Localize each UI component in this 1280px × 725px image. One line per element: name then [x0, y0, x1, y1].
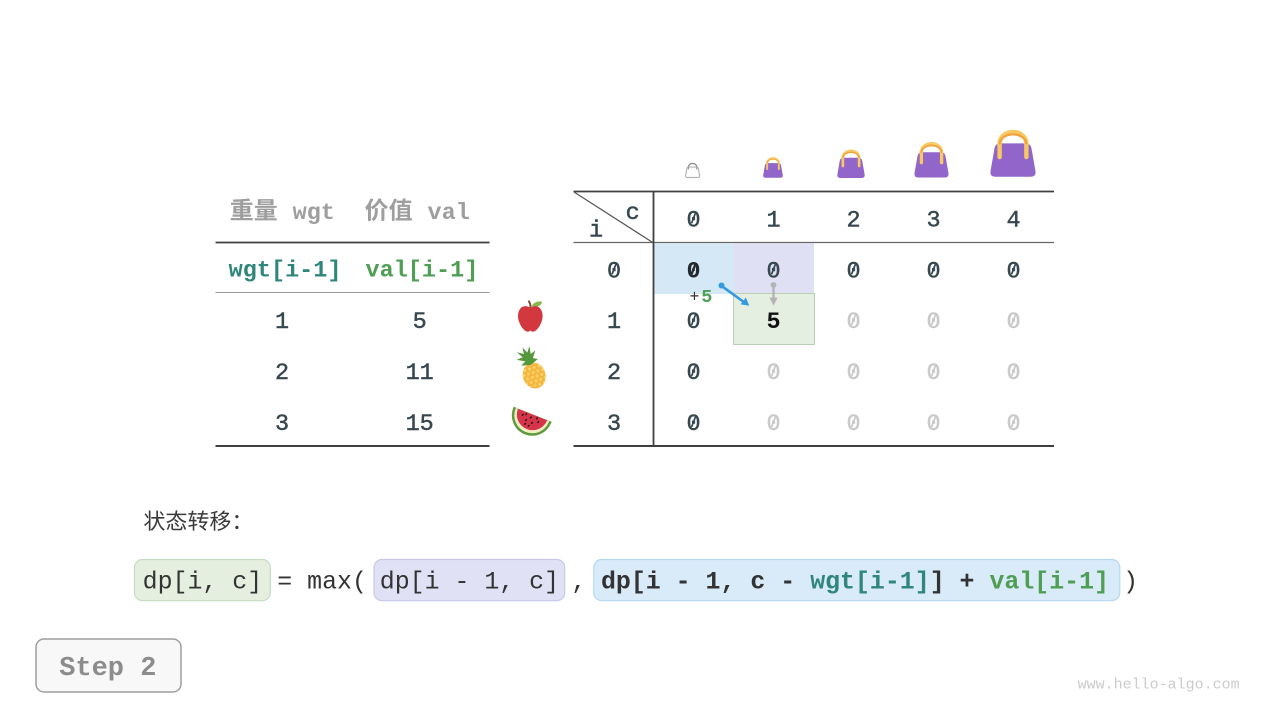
svg-text:val: val — [428, 200, 470, 227]
svg-text:c: c — [626, 200, 640, 227]
svg-text:val[i-1]: val[i-1] — [365, 258, 478, 285]
svg-text:2: 2 — [846, 207, 860, 234]
svg-text:,: , — [571, 568, 586, 596]
svg-text:2: 2 — [275, 360, 289, 387]
svg-text:dp[i - 1, c -: dp[i - 1, c - — [601, 568, 795, 596]
svg-text:3: 3 — [275, 411, 289, 438]
svg-text:0: 0 — [926, 360, 940, 387]
svg-text:0: 0 — [1006, 309, 1020, 336]
svg-text:2: 2 — [607, 360, 621, 387]
svg-text:1: 1 — [766, 207, 780, 234]
svg-text:5: 5 — [413, 309, 427, 336]
svg-text:3: 3 — [607, 411, 621, 438]
svg-text:5: 5 — [701, 287, 712, 308]
svg-text:+: + — [690, 288, 700, 307]
svg-text:0: 0 — [766, 411, 780, 438]
svg-text:wgt[i-1]: wgt[i-1] — [229, 258, 342, 285]
svg-text:4: 4 — [1006, 207, 1020, 234]
svg-text:0: 0 — [686, 309, 700, 336]
svg-text:1: 1 — [275, 309, 289, 336]
svg-text:0: 0 — [686, 207, 700, 234]
svg-text:wgt: wgt — [293, 200, 335, 227]
svg-text:0: 0 — [686, 411, 700, 438]
svg-text:0: 0 — [926, 258, 940, 285]
svg-text:3: 3 — [926, 207, 940, 234]
svg-text:dp[i, c]: dp[i, c] — [143, 568, 263, 596]
svg-text:www.hello-algo.com: www.hello-algo.com — [1078, 677, 1240, 694]
svg-text:0: 0 — [846, 411, 860, 438]
svg-text:0: 0 — [607, 258, 621, 285]
svg-text:0: 0 — [926, 309, 940, 336]
svg-text:1: 1 — [607, 309, 621, 336]
svg-text:0: 0 — [926, 411, 940, 438]
svg-text:= max(: = max( — [277, 568, 367, 596]
svg-text:11: 11 — [406, 360, 434, 387]
svg-text:wgt[i-1]: wgt[i-1] — [810, 568, 930, 596]
svg-text:): ) — [1123, 568, 1138, 596]
svg-text:0: 0 — [846, 360, 860, 387]
svg-text:0: 0 — [846, 309, 860, 336]
svg-text:0: 0 — [1006, 411, 1020, 438]
svg-text:15: 15 — [406, 411, 434, 438]
svg-text:0: 0 — [1006, 258, 1020, 285]
svg-text:dp[i - 1, c]: dp[i - 1, c] — [380, 568, 559, 596]
svg-text:5: 5 — [766, 309, 780, 336]
svg-text:0: 0 — [1006, 360, 1020, 387]
svg-text:i: i — [589, 218, 603, 245]
svg-text:Step 2: Step 2 — [59, 654, 156, 684]
svg-text:0: 0 — [766, 360, 780, 387]
svg-text:] +: ] + — [930, 568, 975, 596]
svg-text:val[i-1]: val[i-1] — [990, 568, 1110, 596]
svg-text:0: 0 — [766, 258, 780, 285]
svg-text:0: 0 — [686, 360, 700, 387]
svg-text:0: 0 — [846, 258, 860, 285]
